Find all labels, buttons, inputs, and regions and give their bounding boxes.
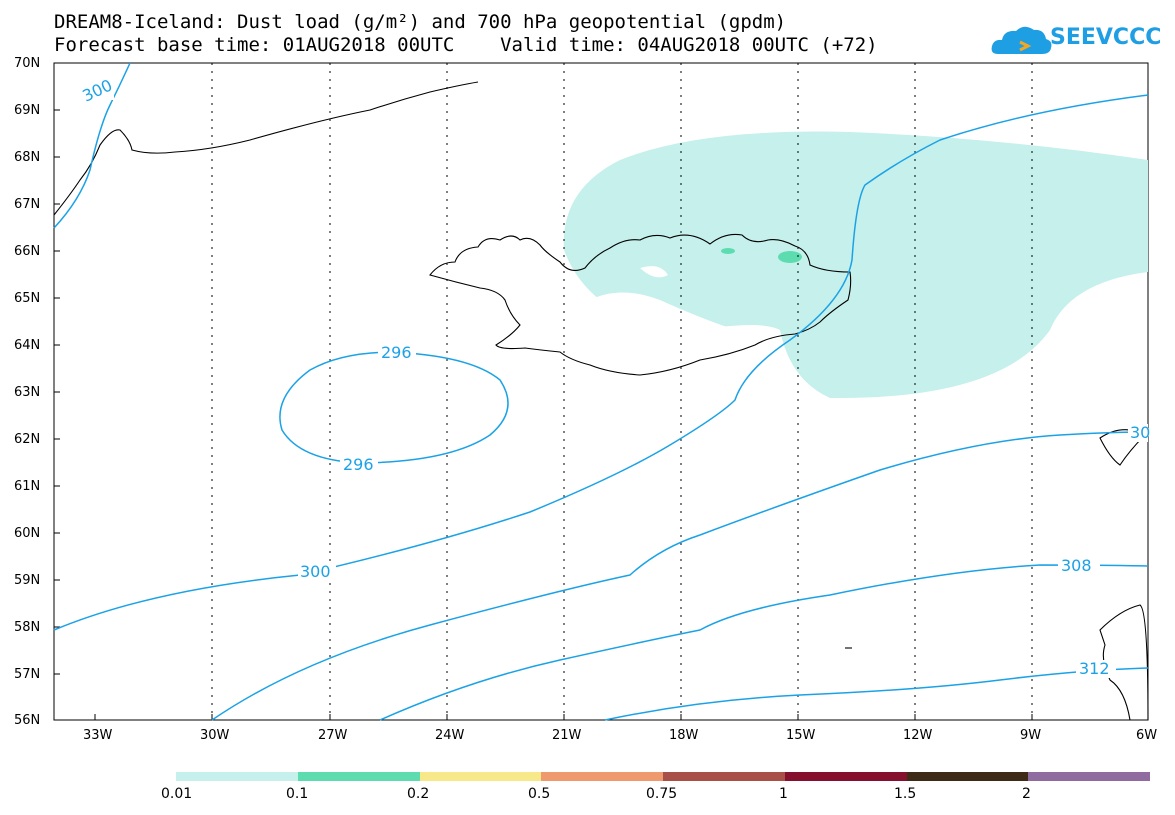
dust-patch	[721, 248, 735, 254]
dust-patch	[778, 251, 802, 263]
map-title: DREAM8-Iceland: Dust load (g/m²) and 700…	[54, 11, 787, 33]
contour-label: 296	[381, 343, 412, 362]
lon-label: 12W	[903, 728, 933, 743]
lon-label: 27W	[318, 728, 348, 743]
lat-label: 58N	[14, 620, 41, 635]
lon-label: 33W	[83, 728, 113, 743]
colorbar-label: 0.75	[646, 786, 678, 802]
dust-plume	[563, 131, 1148, 399]
lat-label: 64N	[14, 338, 41, 353]
colorbar-label: 2	[1022, 786, 1031, 802]
logo-text: SEEVCCC	[1050, 25, 1162, 50]
colorbar-label: 1	[779, 786, 788, 802]
contour-label: 300	[300, 562, 331, 581]
lat-label: 65N	[14, 291, 41, 306]
colorbar-segment	[784, 772, 907, 781]
lon-label: 18W	[669, 728, 699, 743]
lat-label: 69N	[14, 103, 41, 118]
colorbar-label: 0.5	[528, 786, 551, 802]
contour-312	[604, 667, 1149, 721]
contour-label: 296	[343, 455, 374, 474]
lon-label: 30W	[200, 728, 230, 743]
colorbar-segment	[541, 772, 663, 781]
lat-label: 63N	[14, 385, 41, 400]
map-subtitle: Forecast base time: 01AUG2018 00UTC Vali…	[54, 34, 878, 56]
contour-304	[211, 431, 1149, 721]
contour-label: 308	[1061, 556, 1092, 575]
colorbar-segment	[297, 772, 420, 781]
colorbar-label: 1.5	[894, 786, 917, 802]
axis-ticks	[54, 109, 1033, 720]
lat-label: 66N	[14, 244, 41, 259]
lat-label: 56N	[14, 713, 41, 728]
cloud-icon	[991, 26, 1052, 54]
lon-label: 9W	[1020, 728, 1042, 743]
lon-label: 21W	[552, 728, 582, 743]
lat-label: 67N	[14, 197, 41, 212]
lat-label: 57N	[14, 667, 41, 682]
lon-label: 6W	[1136, 728, 1158, 743]
colorbar-segment	[663, 772, 785, 781]
lat-label: 62N	[14, 432, 41, 447]
graticule	[211, 63, 1033, 720]
lat-label: 61N	[14, 479, 41, 494]
contour-300-north	[53, 62, 131, 229]
colorbar-segment	[176, 772, 298, 781]
lat-label: 68N	[14, 150, 41, 165]
iceland-coast	[429, 233, 852, 376]
lon-label: 15W	[786, 728, 816, 743]
colorbar	[176, 772, 1150, 781]
lon-label: 24W	[435, 728, 465, 743]
contour-label: 312	[1079, 659, 1110, 678]
colorbar-segment	[419, 772, 542, 781]
contour-label: 30	[1130, 423, 1151, 442]
colorbar-label: 0.1	[286, 786, 309, 802]
colorbar-segment	[1028, 772, 1150, 781]
contour-308	[379, 564, 1149, 721]
lat-label: 70N	[14, 56, 41, 71]
colorbar-segment	[906, 772, 1029, 781]
dust-gap	[640, 266, 668, 278]
dust-gap	[590, 292, 730, 337]
lat-label: 59N	[14, 573, 41, 588]
colorbar-label: 0.2	[407, 786, 430, 802]
colorbar-label: 0.01	[161, 786, 193, 802]
lat-label: 60N	[14, 526, 41, 541]
